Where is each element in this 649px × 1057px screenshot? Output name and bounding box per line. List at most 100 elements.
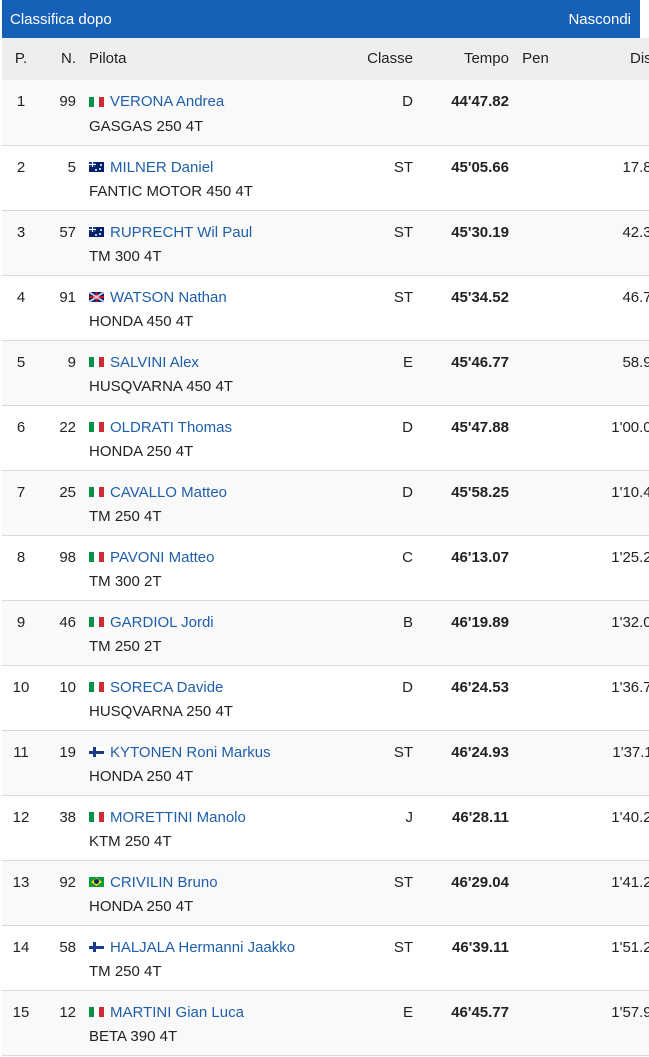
- rider-name-link[interactable]: MARTINI Gian Luca: [89, 1004, 244, 1021]
- rider-name[interactable]: KYTONEN Roni Markus: [110, 743, 271, 761]
- rider-cell: WATSON Nathan HONDA 450 4T: [76, 275, 354, 340]
- rider-name[interactable]: HALJALA Hermanni Jaakko: [110, 938, 296, 956]
- rider-name-link[interactable]: HALJALA Hermanni Jaakko: [89, 939, 295, 956]
- table-row: 2 5 MILNER Daniel FANTIC MOTOR 450 4T ST 45'0…: [2, 145, 649, 210]
- rider-name-link[interactable]: MILNER Daniel: [89, 159, 213, 176]
- class-cell: D: [402, 418, 413, 436]
- flag-it-icon: [89, 487, 104, 497]
- class-cell: E: [402, 353, 413, 371]
- position-cell: 8: [16, 548, 26, 566]
- rider-cell: VERONA Andrea GASGAS 250 4T: [76, 80, 354, 145]
- flag-au-icon: [89, 162, 104, 172]
- bike-model: TM 250 2T: [89, 638, 162, 655]
- penalty-cell: [510, 470, 561, 535]
- table-row: 14 58 HALJALA Hermanni Jaakko TM 250 4T ST 46…: [2, 925, 649, 990]
- gap-cell: 1'00.06: [611, 418, 649, 436]
- gap-cell: [561, 80, 649, 145]
- rider-name[interactable]: PAVONI Matteo: [110, 548, 215, 566]
- flag-gb-icon: [89, 292, 104, 302]
- rider-number-cell: 92: [59, 873, 76, 891]
- penalty-cell: [510, 340, 561, 405]
- bike-model: HUSQVARNA 250 4T: [89, 703, 233, 720]
- rider-cell: HALJALA Hermanni Jaakko TM 250 4T: [76, 925, 354, 990]
- rider-name-link[interactable]: MORETTINI Manolo: [89, 809, 246, 826]
- penalty-cell: [510, 145, 561, 210]
- rider-number-cell: 99: [59, 93, 76, 110]
- position-cell: 6: [16, 418, 26, 436]
- position-cell: 5: [16, 353, 26, 371]
- gap-cell: 1'36.71: [611, 678, 649, 696]
- position-cell: 15: [12, 1003, 30, 1021]
- rider-name-link[interactable]: SALVINI Alex: [89, 354, 199, 371]
- rider-name[interactable]: MORETTINI Manolo: [110, 808, 246, 826]
- rider-name-link[interactable]: GARDIOL Jordi: [89, 614, 214, 631]
- rider-name-link[interactable]: OLDRATI Thomas: [89, 419, 232, 436]
- flag-it-icon: [89, 617, 104, 627]
- flag-it-icon: [89, 357, 104, 367]
- flag-fi-icon: [89, 942, 104, 952]
- position-cell: 2: [16, 158, 26, 176]
- position-cell: 7: [16, 483, 26, 501]
- rider-number-cell: 9: [67, 353, 76, 371]
- time-cell: 46'24.93: [451, 743, 509, 761]
- col-header-position: P.: [14, 50, 28, 67]
- position-cell: 13: [12, 873, 30, 891]
- rider-name[interactable]: OLDRATI Thomas: [110, 418, 232, 436]
- gap-cell: 1'41.22: [611, 873, 649, 891]
- rider-name[interactable]: WATSON Nathan: [110, 288, 227, 306]
- table-row: 5 9 SALVINI Alex HUSQVARNA 450 4T E 45'46.77 5…: [2, 340, 649, 405]
- position-cell: 9: [16, 613, 26, 631]
- time-cell: 45'47.88: [451, 418, 509, 436]
- rider-name-link[interactable]: SORECA Davide: [89, 679, 223, 696]
- rider-name-link[interactable]: CRIVILIN Bruno: [89, 874, 218, 891]
- rider-name-link[interactable]: VERONA Andrea: [89, 93, 224, 110]
- gap-cell: 1'37.11: [612, 743, 649, 761]
- rider-name[interactable]: MARTINI Gian Luca: [110, 1003, 244, 1021]
- time-cell: 46'13.07: [451, 548, 509, 566]
- hide-button[interactable]: Nascondi: [568, 10, 631, 28]
- bike-model: HONDA 250 4T: [89, 768, 194, 785]
- flag-it-icon: [89, 552, 104, 562]
- rider-name[interactable]: RUPRECHT Wil Paul: [110, 223, 253, 241]
- position-cell: 10: [12, 678, 30, 696]
- class-cell: ST: [393, 223, 413, 241]
- rider-name-link[interactable]: PAVONI Matteo: [89, 549, 214, 566]
- rider-number-cell: 19: [59, 743, 76, 761]
- bike-model: HONDA 250 4T: [89, 898, 194, 915]
- rider-name-link[interactable]: KYTONEN Roni Markus: [89, 744, 271, 761]
- rider-name[interactable]: CAVALLO Matteo: [110, 483, 227, 501]
- rider-number-cell: 91: [59, 288, 76, 306]
- class-cell: E: [402, 1003, 413, 1021]
- position-cell: 14: [12, 938, 30, 956]
- rider-cell: PAVONI Matteo TM 300 2T: [76, 535, 354, 600]
- rider-name[interactable]: GARDIOL Jordi: [110, 613, 214, 631]
- rider-cell: CAVALLO Matteo TM 250 4T: [76, 470, 354, 535]
- table-row: 8 98 PAVONI Matteo TM 300 2T C 46'13.07 1'25.2…: [2, 535, 649, 600]
- rider-name[interactable]: MILNER Daniel: [110, 158, 214, 176]
- rider-number-cell: 46: [59, 613, 76, 631]
- flag-it-icon: [89, 422, 104, 432]
- rider-name[interactable]: SORECA Davide: [110, 678, 224, 696]
- standings-header-bar: Classifica dopo Nascondi: [2, 0, 640, 38]
- rider-name-link[interactable]: CAVALLO Matteo: [89, 484, 227, 501]
- rider-number-cell: 58: [59, 938, 76, 956]
- table-row: 1 99 VERONA Andrea GASGAS 250 4T D 44'47.82: [2, 80, 649, 145]
- rider-name[interactable]: VERONA Andrea: [110, 93, 225, 110]
- rider-name-link[interactable]: RUPRECHT Wil Paul: [89, 224, 252, 241]
- rider-name-link[interactable]: WATSON Nathan: [89, 289, 227, 306]
- rider-cell: CRIVILIN Bruno HONDA 250 4T: [76, 860, 354, 925]
- rider-number-cell: 12: [59, 1003, 76, 1021]
- rider-name[interactable]: SALVINI Alex: [110, 353, 199, 371]
- penalty-cell: [510, 535, 561, 600]
- col-header-number: N.: [61, 50, 76, 67]
- bike-model: KTM 250 4T: [89, 833, 172, 850]
- rider-name[interactable]: CRIVILIN Bruno: [110, 873, 218, 891]
- penalty-cell: [510, 795, 561, 860]
- class-cell: B: [402, 613, 413, 631]
- position-cell: 11: [13, 743, 29, 761]
- bike-model: TM 250 4T: [89, 963, 162, 980]
- bike-model: TM 250 4T: [89, 508, 162, 525]
- penalty-cell: [510, 210, 561, 275]
- table-row: 10 10 SORECA Davide HUSQVARNA 250 4T D 46'24.…: [2, 665, 649, 730]
